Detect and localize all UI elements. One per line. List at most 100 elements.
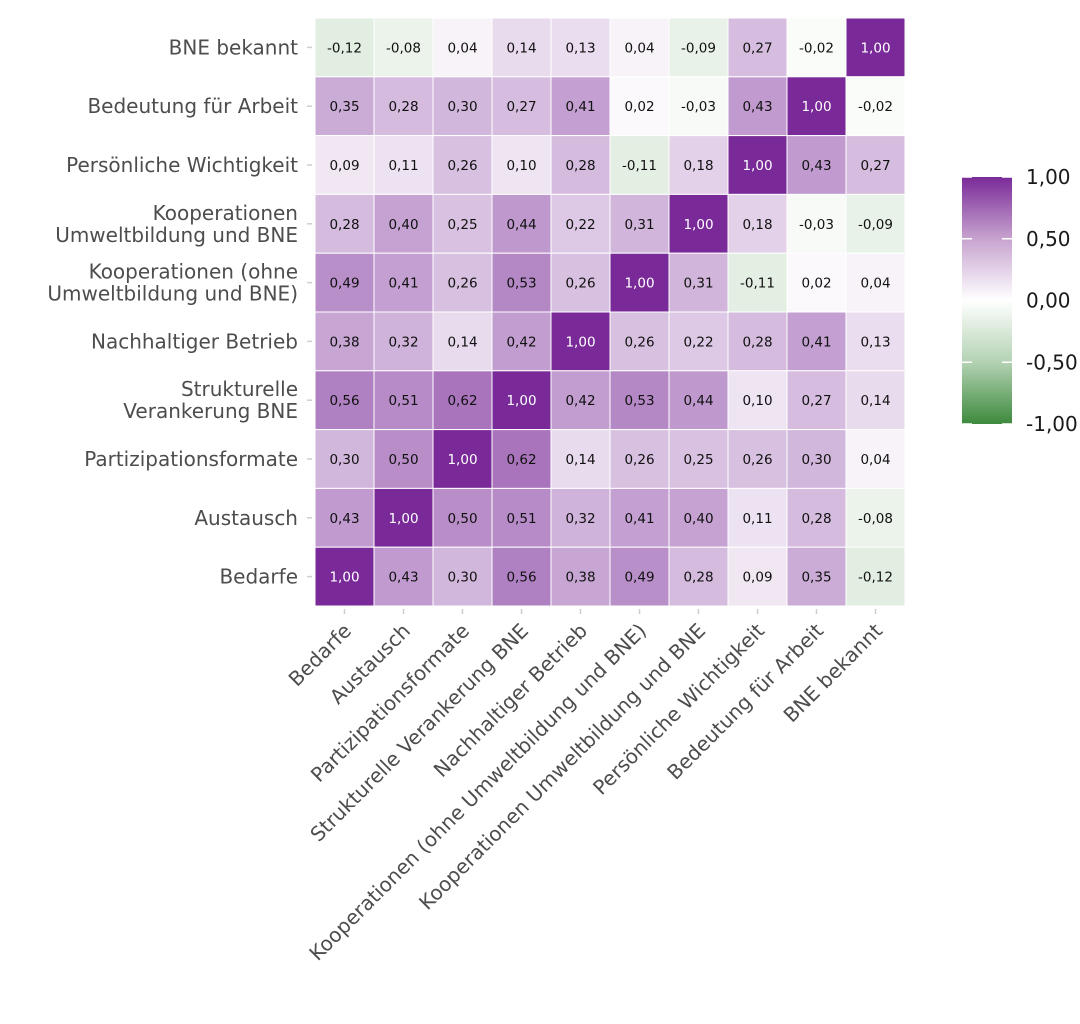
heatmap-cell — [491, 429, 552, 489]
cell-value-label: 0,62 — [506, 452, 536, 468]
cell-value-label: 1,00 — [624, 276, 654, 292]
heatmap-cell — [668, 487, 729, 548]
heatmap-cell — [373, 76, 434, 137]
cell-value-label: 0,49 — [624, 570, 654, 586]
cell-value-label: 0,30 — [447, 99, 477, 115]
heatmap-cell — [609, 370, 670, 431]
heatmap-cell — [786, 311, 847, 372]
cell-value-label: 0,40 — [388, 217, 418, 233]
cell-value-label: 0,31 — [624, 217, 654, 233]
cell-value-label: 0,62 — [447, 393, 477, 409]
y-axis-label: Kooperationen Umweltbildung und BNE — [55, 201, 298, 247]
heatmap-cell — [845, 487, 906, 548]
heatmap-cell — [314, 311, 375, 372]
heatmap-cell — [314, 135, 375, 195]
y-axis-label: BNE bekannt — [169, 35, 299, 59]
cell-value-label: 0,49 — [329, 276, 359, 292]
heatmap-cell — [491, 487, 552, 548]
heatmap-cell — [373, 487, 434, 548]
heatmap-cell — [786, 429, 847, 489]
cell-value-label: 0,43 — [801, 158, 831, 174]
cell-value-label: -0,08 — [858, 511, 893, 527]
cell-value-label: 0,28 — [565, 158, 595, 174]
cell-value-label: 0,28 — [742, 334, 772, 350]
cell-value-label: 0,43 — [329, 511, 359, 527]
heatmap-cell — [727, 76, 788, 137]
heatmap-cell — [609, 252, 670, 313]
heatmap-cell — [668, 429, 729, 489]
cell-value-label: 0,22 — [683, 334, 713, 350]
heatmap-cell — [845, 76, 906, 137]
cell-value-label: 0,04 — [447, 40, 477, 56]
cell-value-label: 0,26 — [447, 276, 477, 292]
y-axis-label: Persönliche Wichtigkeit — [66, 153, 298, 177]
heatmap-cell — [491, 546, 552, 607]
cell-value-label: 0,30 — [447, 570, 477, 586]
cell-value-label: 0,27 — [801, 393, 831, 409]
cell-value-label: 0,11 — [388, 158, 418, 174]
heatmap-cell — [786, 546, 847, 607]
heatmap-cell — [845, 193, 906, 254]
cell-value-label: 0,14 — [860, 393, 890, 409]
cell-value-label: -0,03 — [681, 99, 716, 115]
cell-value-label: 0,43 — [742, 99, 772, 115]
heatmap-cell — [491, 370, 552, 431]
y-axis-labels: BNE bekannt Bedeutung für Arbeit Persönlic… — [47, 35, 298, 588]
heatmap-cell — [668, 135, 729, 195]
heatmap-cell — [668, 546, 729, 607]
cell-value-label: 0,41 — [388, 276, 418, 292]
heatmap-cell — [609, 429, 670, 489]
heatmap-cell — [727, 252, 788, 313]
x-axis-labels: BedarfeAustauschPartizipationsformateStr… — [284, 618, 888, 965]
cell-value-label: 0,42 — [565, 393, 595, 409]
cell-value-label: 0,25 — [683, 452, 713, 468]
heatmap-cell — [727, 135, 788, 195]
heatmap-cell — [609, 76, 670, 137]
heatmap-cell — [550, 429, 611, 489]
heatmap-cells — [314, 17, 906, 607]
y-axis-label: Bedeutung für Arbeit — [87, 94, 298, 118]
heatmap-cell — [609, 311, 670, 372]
legend-tick-label: 0,50 — [1026, 227, 1071, 251]
heatmap-cell — [609, 546, 670, 607]
cell-value-label: 0,04 — [860, 452, 890, 468]
cell-value-label: 0,14 — [565, 452, 595, 468]
heatmap-cell — [432, 17, 493, 78]
cell-value-label: 0,26 — [624, 334, 654, 350]
cell-value-label: -0,12 — [327, 40, 362, 56]
cell-value-label: 0,09 — [742, 570, 772, 586]
cell-value-label: 0,44 — [683, 393, 713, 409]
heatmap-cell — [314, 193, 375, 254]
cell-value-label: 0,04 — [860, 276, 890, 292]
cell-value-label: 0,26 — [742, 452, 772, 468]
cell-value-label: 1,00 — [329, 570, 359, 586]
cell-value-label: 0,41 — [801, 334, 831, 350]
heatmap-cell — [550, 135, 611, 195]
heatmap-cell — [786, 252, 847, 313]
cell-value-label: -0,02 — [799, 40, 834, 56]
legend-tick-label: 1,00 — [1026, 165, 1071, 189]
legend-tick-label: -1,00 — [1026, 412, 1078, 436]
cell-value-label: 0,51 — [388, 393, 418, 409]
heatmap-cell — [845, 135, 906, 195]
heatmap-cell — [845, 17, 906, 78]
cell-value-label: -0,11 — [622, 158, 657, 174]
cell-value-label: 0,43 — [388, 570, 418, 586]
heatmap-cell — [550, 252, 611, 313]
cell-value-label: 0,13 — [860, 334, 890, 350]
cell-value-label: 0,09 — [329, 158, 359, 174]
cell-value-label: 0,26 — [624, 452, 654, 468]
cell-value-label: -0,02 — [858, 99, 893, 115]
cell-value-label: 0,27 — [506, 99, 536, 115]
heatmap-cell — [491, 311, 552, 372]
heatmap-cell-labels: -0,12 -0,08 0,04 0,14 0,13 0,04 -0,09 0,27 -0,02… — [327, 40, 893, 585]
cell-value-label: 0,56 — [329, 393, 359, 409]
cell-value-label: -0,12 — [858, 570, 893, 586]
cell-value-label: 0,10 — [742, 393, 772, 409]
y-axis-label: Strukturelle Verankerung BNE — [123, 377, 298, 423]
heatmap-cell — [373, 546, 434, 607]
legend-tick-label: 0,00 — [1026, 289, 1071, 313]
cell-value-label: 0,10 — [506, 158, 536, 174]
heatmap-cell — [845, 370, 906, 431]
heatmap-cell — [727, 429, 788, 489]
